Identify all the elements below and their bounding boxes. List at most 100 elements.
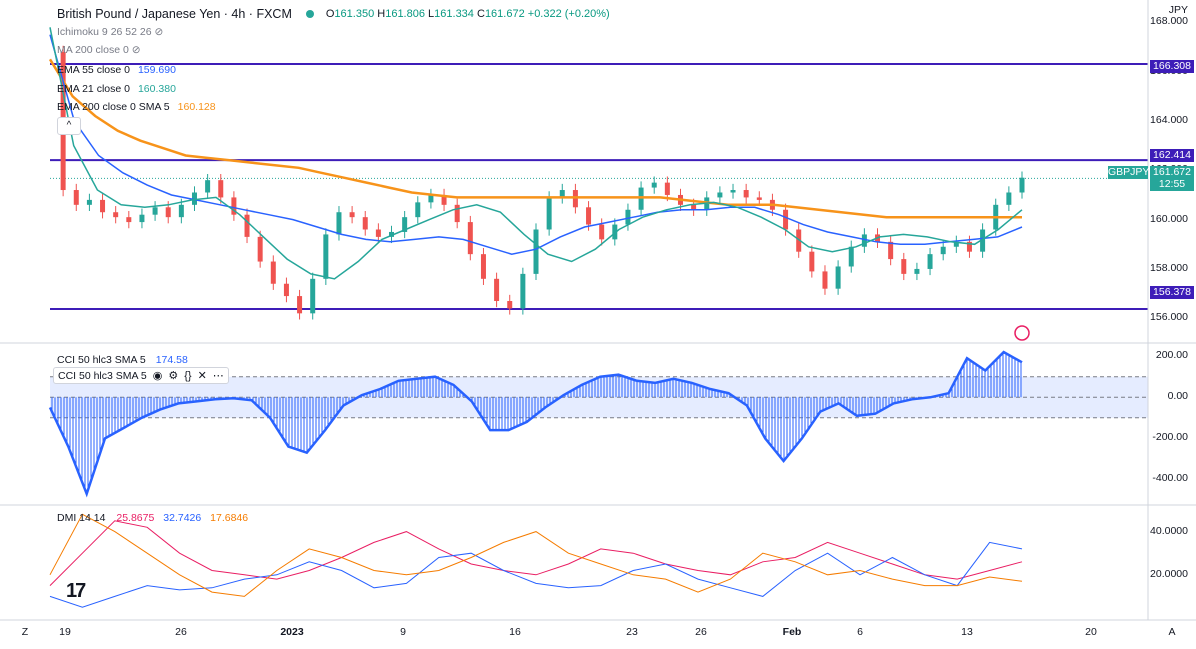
dmi-tick: 20.0000 — [1150, 567, 1188, 580]
ichimoku-legend[interactable]: Ichimoku 9 26 52 26 ⊘ — [57, 26, 164, 38]
chart-header: British Pound / Japanese Yen · 4h · FXCM… — [57, 7, 610, 21]
eye-hidden-icon[interactable]: ⊘ — [131, 44, 141, 56]
currency-label[interactable]: JPY — [1168, 4, 1188, 16]
price-tick: 156.000 — [1150, 311, 1188, 324]
ema200-line — [48, 58, 1022, 219]
candle-body — [546, 197, 552, 230]
candle-body — [467, 222, 473, 255]
price-tick: 158.000 — [1150, 261, 1188, 274]
candle-body — [533, 229, 539, 274]
market-status-icon — [305, 10, 314, 18]
collapse-legend-button[interactable]: ^ — [57, 117, 81, 135]
candle-body — [428, 194, 434, 203]
candle-body — [86, 199, 92, 205]
level-tag-middle[interactable]: 162.414 — [1150, 149, 1194, 162]
last-price-tag[interactable]: 161.672 — [1150, 166, 1194, 179]
ema21-legend[interactable]: EMA 21 close 0 160.380 — [57, 83, 176, 95]
candle-body — [888, 241, 894, 260]
candle-body — [743, 190, 749, 198]
pane-dividers — [0, 0, 1196, 621]
time-tick: 19 — [59, 626, 71, 638]
time-tick: 9 — [400, 626, 406, 638]
settings-icon[interactable]: ⚙ — [168, 370, 179, 382]
candle-body — [244, 214, 250, 237]
candle-body — [480, 254, 486, 279]
candle-body — [966, 241, 972, 252]
close-icon[interactable]: ✕ — [197, 370, 207, 382]
candle-body — [1006, 192, 1012, 205]
cci-tick: 0.00 — [1167, 390, 1188, 403]
tradingview-logo[interactable]: 17 — [66, 580, 86, 602]
level-tag-upper[interactable]: 166.308 — [1150, 60, 1194, 73]
moving-average-lines — [48, 27, 1023, 280]
candle-body — [940, 246, 946, 255]
countdown-tag: 12:55 — [1150, 178, 1194, 191]
candle-body — [638, 187, 644, 210]
ma200-legend[interactable]: MA 200 close 0 ⊘ — [57, 44, 141, 56]
candle-body — [152, 207, 158, 215]
level-tag-lower[interactable]: 156.378 — [1150, 286, 1194, 299]
price-tick: 160.000 — [1150, 212, 1188, 225]
ema55-legend[interactable]: EMA 55 close 0 159.690 — [57, 64, 176, 76]
candle-body — [599, 224, 605, 240]
candle-body — [402, 217, 408, 232]
dmi-plot — [49, 513, 1023, 608]
candle-body — [389, 231, 395, 237]
symbol-title[interactable]: British Pound / Japanese Yen · 4h · FXCM — [57, 7, 292, 21]
candle-body — [113, 212, 119, 218]
candle-body — [297, 296, 303, 314]
cci-line — [48, 350, 1023, 498]
cci-legend-toolbar[interactable]: CCI 50 hlc3 SMA 5 ◉ ⚙ {} ✕ ⋯ — [53, 367, 229, 384]
candle-body — [980, 229, 986, 252]
time-tick: 16 — [509, 626, 521, 638]
candle-body — [494, 278, 500, 302]
candle-body — [586, 207, 592, 225]
cci-legend[interactable]: CCI 50 hlc3 SMA 5 174.58 — [57, 354, 188, 366]
candle-body — [612, 224, 618, 240]
ema200-legend[interactable]: EMA 200 close 0 SMA 5 160.128 — [57, 101, 216, 113]
candle-body — [165, 207, 171, 218]
z-button[interactable]: Z — [21, 626, 29, 638]
time-tick: 20 — [1085, 626, 1097, 638]
source-code-icon[interactable]: {} — [184, 369, 192, 382]
candle-body — [914, 268, 920, 274]
time-tick: 2023 — [280, 626, 304, 638]
eye-hidden-icon[interactable]: ⊘ — [154, 26, 164, 38]
candle-body — [520, 273, 526, 309]
candle-body — [953, 241, 959, 247]
candle-body — [848, 246, 854, 267]
candle-body — [625, 209, 631, 225]
cci-tick: 200.00 — [1155, 349, 1188, 362]
candles — [60, 45, 1030, 341]
candle-body — [231, 197, 237, 215]
candle-body — [100, 199, 106, 213]
candle-body — [664, 182, 670, 195]
candle-body — [507, 301, 513, 309]
time-tick: 26 — [175, 626, 187, 638]
dmi-tick: 40.0000 — [1150, 524, 1188, 537]
eye-icon[interactable]: ◉ — [152, 370, 163, 382]
candle-body — [191, 192, 197, 205]
more-icon[interactable]: ⋯ — [212, 370, 224, 382]
time-tick: Feb — [782, 626, 802, 638]
price-tick: 168.000 — [1150, 15, 1188, 28]
candle-body — [835, 266, 841, 289]
candle-body — [362, 217, 368, 230]
dmi-minus-line — [49, 541, 1023, 608]
candle-body — [178, 204, 184, 218]
candle-body — [809, 251, 815, 272]
candle-body — [730, 190, 736, 193]
adx-line — [49, 513, 1023, 597]
candle-body — [257, 236, 263, 262]
candle-body — [927, 254, 933, 269]
dmi-legend[interactable]: DMI 14 14 25.8675 32.7426 17.6846 — [57, 512, 249, 524]
candle-body — [205, 180, 211, 193]
ema21-line — [49, 27, 1023, 280]
candle-body — [796, 229, 802, 252]
dmi-plus-line — [49, 520, 1023, 586]
candle-body — [651, 182, 657, 188]
candle-body — [559, 190, 565, 198]
auto-scale-button[interactable]: A — [1168, 626, 1176, 638]
candle-body — [822, 271, 828, 289]
